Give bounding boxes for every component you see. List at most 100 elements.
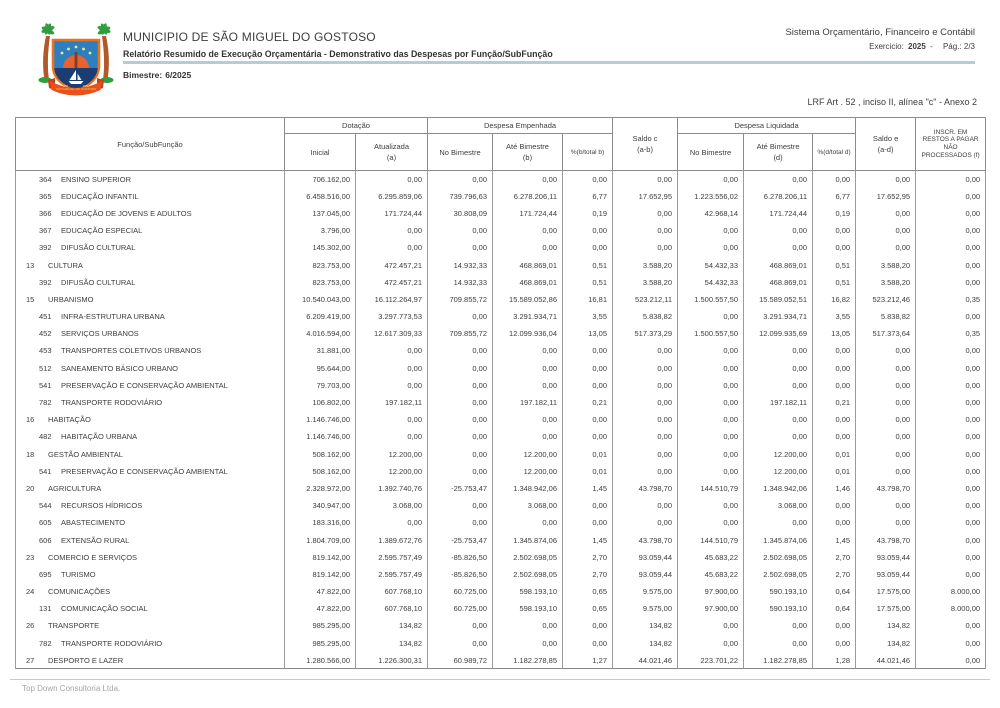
cell-liquidada-pct: 3,55 xyxy=(812,308,857,326)
table-row: 782 TRANSPORTE RODOVIÁRIO 106.802,00 197.… xyxy=(15,393,987,412)
table-row: 453 TRANSPORTES COLETIVOS URBANOS 31.881,… xyxy=(15,342,987,360)
cell-liquidada-no-bimestre: 54.432,33 xyxy=(677,256,745,274)
cell-liquidada-pct: 0,00 xyxy=(812,428,857,446)
cell-liquidada-pct: 0,01 xyxy=(812,462,857,480)
cell-saldo-e: 93.059,44 xyxy=(855,565,917,583)
cell-empenhada-no-bimestre: 14.932,33 xyxy=(427,256,493,274)
exercise-label: Exercicio: xyxy=(869,42,904,51)
cell-dotacao-atualizada: 12.200,00 xyxy=(355,462,428,480)
cell-inscr-restos: 8.000,00 xyxy=(915,600,987,618)
function-code: 367 xyxy=(39,226,52,236)
cell-empenhada-no-bimestre: 0,00 xyxy=(427,617,493,635)
cell-inscr-restos: 0,00 xyxy=(915,239,987,257)
cell-saldo-c: 43.798,70 xyxy=(612,531,679,549)
cell-dotacao-inicial: 985.295,00 xyxy=(284,634,356,652)
cell-empenhada-no-bimestre: 0,00 xyxy=(427,462,493,480)
function-cell: 782 TRANSPORTE RODOVIÁRIO xyxy=(15,634,285,652)
function-cell: 392 DIFUSÃO CULTURAL xyxy=(15,273,285,291)
banner-ribbon-icon: SÃO MIGUEL DO GOSTOSO xyxy=(48,78,104,96)
cell-saldo-e: 5.838,82 xyxy=(855,308,917,326)
cell-empenhada-pct: 0,51 xyxy=(561,273,614,291)
table-row: 367 EDUCAÇÃO ESPECIAL 3.796,00 0,00 0,00 … xyxy=(15,222,987,240)
cell-empenhada-ate-bimestre: 3.068,00 xyxy=(492,497,563,515)
cell-empenhada-ate-bimestre: 468.869,01 xyxy=(492,273,563,291)
cell-saldo-c: 0,00 xyxy=(612,204,679,223)
function-code: 392 xyxy=(39,277,52,287)
cell-dotacao-atualizada: 1.389.672,76 xyxy=(355,531,428,549)
cell-liquidada-ate-bimestre: 468.869,01 xyxy=(743,273,814,291)
function-cell: 695 TURISMO xyxy=(15,565,285,583)
cell-liquidada-no-bimestre: 0,00 xyxy=(677,428,745,446)
cell-liquidada-ate-bimestre: 2.502.698,05 xyxy=(743,548,814,566)
function-cell: 392 DIFUSÃO CULTURAL xyxy=(15,239,285,257)
cell-dotacao-atualizada: 2.595.757,49 xyxy=(355,548,428,566)
cell-liquidada-no-bimestre: 0,00 xyxy=(677,617,745,635)
cell-liquidada-pct: 13,05 xyxy=(812,325,857,343)
cell-empenhada-no-bimestre: 0,00 xyxy=(427,308,493,326)
cell-liquidada-ate-bimestre: 0,00 xyxy=(743,239,814,257)
cell-liquidada-ate-bimestre: 0,00 xyxy=(743,170,814,188)
cell-liquidada-pct: 0,00 xyxy=(812,222,857,240)
function-code: 16 xyxy=(26,415,35,425)
cell-empenhada-pct: 0,00 xyxy=(561,239,614,257)
cell-dotacao-inicial: 145.302,00 xyxy=(284,239,356,257)
cell-saldo-e: 93.059,44 xyxy=(855,548,917,566)
cell-liquidada-pct: 0,51 xyxy=(812,256,857,274)
table-row: 20 AGRICULTURA 2.328.972,00 1.392.740,76 … xyxy=(15,479,987,498)
function-cell: 451 INFRA-ESTRUTURA URBANA xyxy=(15,308,285,326)
table-row: 365 EDUCAÇÃO INFANTIL 6.458.516,00 6.295.… xyxy=(15,187,987,205)
cell-saldo-e: 0,00 xyxy=(855,497,917,515)
function-name: DESPORTO E LAZER xyxy=(48,655,124,665)
cell-inscr-restos: 0,00 xyxy=(915,497,987,515)
function-code: 452 xyxy=(39,329,52,339)
cell-empenhada-no-bimestre: 0,00 xyxy=(427,170,493,188)
table-row: 541 PRESERVAÇÃO E CONSERVAÇÃO AMBIENTAL 5… xyxy=(15,462,987,480)
cell-empenhada-ate-bimestre: 0,00 xyxy=(492,359,563,377)
cell-liquidada-no-bimestre: 0,00 xyxy=(677,445,745,463)
cell-dotacao-atualizada: 0,00 xyxy=(355,170,428,188)
function-cell: 606 EXTENSÃO RURAL xyxy=(15,531,285,549)
function-code: 18 xyxy=(26,449,35,459)
cell-dotacao-atualizada: 472.457,21 xyxy=(355,273,428,291)
cell-empenhada-no-bimestre: 14.932,33 xyxy=(427,273,493,291)
municipality-title: MUNICIPIO DE SÃO MIGUEL DO GOSTOSO xyxy=(123,30,376,44)
cell-liquidada-pct: 0,21 xyxy=(812,393,857,412)
function-name: SANEAMENTO BÁSICO URBANO xyxy=(61,363,178,373)
table-row: 605 ABASTECIMENTO 183.316,00 0,00 0,00 0,… xyxy=(15,514,987,532)
bimester-value: 6/2025 xyxy=(165,70,192,80)
cell-liquidada-pct: 0,19 xyxy=(812,204,857,223)
cell-inscr-restos: 0,00 xyxy=(915,411,987,429)
cell-liquidada-pct: 1,45 xyxy=(812,531,857,549)
cell-inscr-restos: 0,00 xyxy=(915,273,987,291)
cell-liquidada-ate-bimestre: 0,00 xyxy=(743,634,814,652)
system-info-block: Sistema Orçamentário, Financeiro e Contá… xyxy=(785,27,975,51)
cell-empenhada-no-bimestre: -25.753,47 xyxy=(427,531,493,549)
cell-liquidada-ate-bimestre: 0,00 xyxy=(743,359,814,377)
cell-dotacao-atualizada: 0,00 xyxy=(355,376,428,394)
cell-liquidada-no-bimestre: 1.223.556,02 xyxy=(677,187,745,205)
function-code: 541 xyxy=(39,466,52,476)
expenses-by-function-table: Função/SubFunção Dotação Despesa Empenha… xyxy=(15,117,987,670)
cell-liquidada-no-bimestre: 1.500.557,50 xyxy=(677,290,745,308)
cell-liquidada-ate-bimestre: 3.291.934,71 xyxy=(743,308,814,326)
cell-empenhada-ate-bimestre: 1.345.874,06 xyxy=(492,531,563,549)
cell-saldo-c: 0,00 xyxy=(612,359,679,377)
cell-saldo-e: 0,00 xyxy=(855,411,917,429)
cell-dotacao-inicial: 340.947,00 xyxy=(284,497,356,515)
function-name: EXTENSÃO RURAL xyxy=(61,535,130,545)
cell-inscr-restos: 0,00 xyxy=(915,514,987,532)
col-header-liq-ate-bimestre: Até Bimestre (d) xyxy=(743,133,814,171)
table-row: 13 CULTURA 823.753,00 472.457,21 14.932,3… xyxy=(15,256,987,274)
cell-liquidada-ate-bimestre: 2.502.698,05 xyxy=(743,565,814,583)
report-title: Relatório Resumido de Execução Orçamentá… xyxy=(123,49,553,59)
function-code: 782 xyxy=(39,398,52,408)
cell-empenhada-pct: 0,65 xyxy=(561,600,614,618)
cell-dotacao-atualizada: 3.068,00 xyxy=(355,497,428,515)
cell-empenhada-no-bimestre: 60.725,00 xyxy=(427,600,493,618)
municipal-coat-of-arms-logo: SÃO MIGUEL DO GOSTOSO xyxy=(38,23,114,96)
cell-saldo-e: 0,00 xyxy=(855,342,917,360)
cell-empenhada-pct: 1,45 xyxy=(561,531,614,549)
function-cell: 367 EDUCAÇÃO ESPECIAL xyxy=(15,222,285,240)
col-group-despesa-liquidada: Despesa Liquidada xyxy=(677,117,857,134)
cell-dotacao-atualizada: 472.457,21 xyxy=(355,256,428,274)
